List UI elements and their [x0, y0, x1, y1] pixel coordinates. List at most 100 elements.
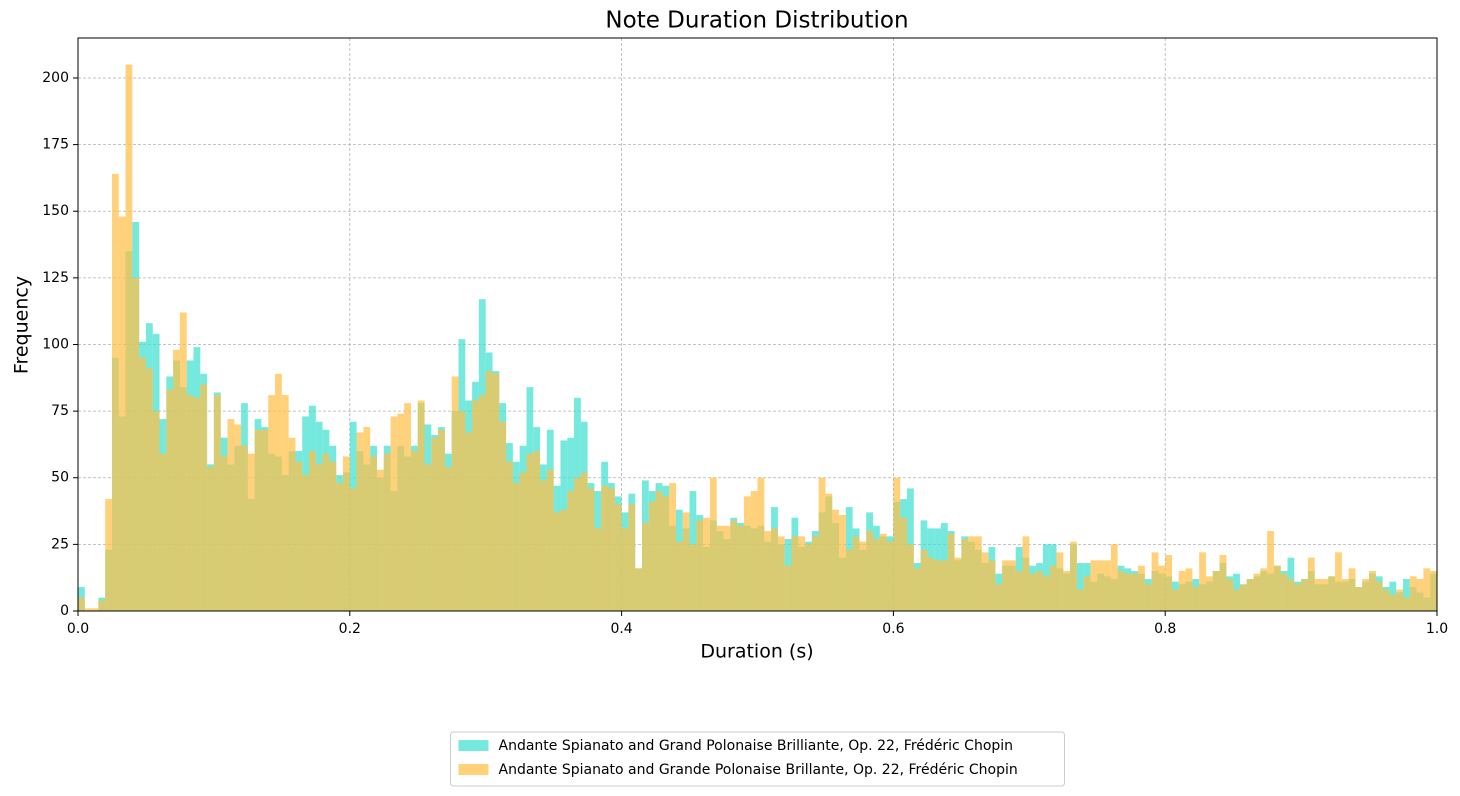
histogram-bar — [1070, 541, 1077, 611]
histogram-bar — [417, 400, 425, 611]
legend-label: Andante Spianato and Grand Polonaise Bri… — [499, 738, 1014, 754]
histogram-bar — [1287, 579, 1295, 611]
histogram-bar — [478, 395, 486, 611]
histogram-bar — [506, 461, 513, 611]
histogram-bar — [1022, 536, 1030, 611]
histogram-bar — [1144, 584, 1152, 611]
y-tick-label: 75 — [51, 403, 69, 419]
histogram-bar — [641, 523, 649, 611]
histogram-bar — [1104, 560, 1111, 611]
histogram-bar — [383, 453, 391, 611]
histogram-bar — [947, 533, 955, 611]
histogram-bar — [954, 557, 962, 611]
histogram-bar — [438, 429, 445, 611]
x-tick-label: 0.6 — [882, 621, 904, 637]
histogram-bar — [1138, 565, 1145, 611]
x-tick-label: 0.2 — [339, 621, 361, 637]
histogram-bar — [241, 445, 248, 611]
histogram-bar — [1219, 555, 1227, 611]
histogram-bar — [485, 371, 493, 611]
histogram-bar — [906, 544, 914, 611]
histogram-bar — [105, 499, 112, 611]
histogram-bar — [594, 528, 602, 611]
histogram-bar — [1267, 531, 1274, 611]
histogram-bar — [1205, 576, 1213, 611]
histogram-bar — [207, 467, 214, 611]
histogram-bar — [1056, 552, 1064, 611]
histogram-bar — [336, 483, 344, 611]
histogram-bar — [1369, 571, 1376, 611]
histogram-bar — [78, 597, 85, 611]
histogram-bar — [723, 525, 731, 611]
histogram-bar — [1117, 571, 1125, 611]
histogram-bar — [1409, 576, 1417, 611]
legend-box — [450, 731, 1065, 787]
histogram-bar — [696, 520, 704, 611]
histogram-bar — [1002, 560, 1009, 611]
histogram-bar — [764, 531, 772, 611]
histogram-bar — [152, 411, 160, 611]
histogram-bar — [1036, 571, 1043, 611]
histogram-bar — [111, 173, 119, 611]
histogram-bar — [1158, 565, 1166, 611]
histogram-bar — [655, 491, 663, 611]
histogram-bar — [974, 536, 982, 611]
histogram-bar — [540, 480, 547, 611]
y-tick-label: 50 — [51, 470, 69, 486]
histogram-bar — [145, 368, 153, 611]
histogram-bar — [458, 411, 466, 611]
histogram-bar — [1178, 571, 1186, 611]
y-axis-label: Frequency — [11, 276, 33, 374]
histogram-bar — [261, 429, 269, 611]
histogram-bar — [771, 528, 778, 611]
histogram-bar — [309, 451, 316, 611]
x-tick-label: 0.4 — [610, 621, 632, 637]
legend-swatch — [458, 764, 489, 775]
histogram-bar — [397, 413, 405, 611]
series — [78, 64, 1437, 611]
histogram-bar — [574, 477, 581, 611]
histogram-bar — [689, 544, 697, 611]
histogram-bar — [703, 517, 710, 611]
histogram-bar — [1076, 589, 1084, 611]
histogram-bar — [675, 541, 683, 611]
histogram-bar — [791, 536, 799, 611]
histogram-bar — [968, 536, 975, 611]
histogram-bar — [709, 477, 717, 611]
histogram-bar — [349, 488, 357, 611]
histogram-bar — [886, 541, 894, 611]
histogram-bar — [404, 403, 411, 611]
histogram-bar — [465, 432, 473, 611]
histogram-bar — [1430, 571, 1437, 611]
histogram-bar — [805, 544, 812, 611]
histogram-bar — [1348, 568, 1356, 611]
histogram-bar — [1382, 589, 1390, 611]
histogram-bar — [832, 509, 840, 611]
histogram-bar — [927, 557, 935, 611]
histogram-bar — [1226, 579, 1234, 611]
histogram-bar — [1131, 573, 1139, 611]
histogram-bar — [1199, 552, 1206, 611]
histogram-bar — [648, 501, 656, 611]
plot-frame — [77, 37, 1438, 612]
histogram-bar — [1239, 584, 1247, 611]
histogram-bar — [845, 549, 853, 611]
histogram-bar — [492, 373, 500, 611]
histogram-bar — [1029, 573, 1037, 611]
histogram-bar — [268, 395, 276, 611]
histogram-bar — [363, 427, 371, 611]
histogram-bar — [1260, 568, 1268, 611]
histogram-bar — [275, 373, 282, 611]
histogram-bar — [370, 456, 377, 611]
histogram-bar — [1294, 584, 1302, 611]
x-tick-label: 1.0 — [1426, 621, 1448, 637]
histogram-bar — [1396, 589, 1404, 611]
histogram-bar — [1090, 560, 1098, 611]
histogram-bar — [1076, 563, 1084, 611]
histogram-bar — [866, 531, 874, 611]
histogram-bar — [91, 608, 99, 611]
histogram-bar — [125, 64, 133, 611]
histogram-bar — [546, 469, 554, 611]
histogram-bar — [662, 496, 670, 611]
histogram-bar — [343, 456, 350, 611]
